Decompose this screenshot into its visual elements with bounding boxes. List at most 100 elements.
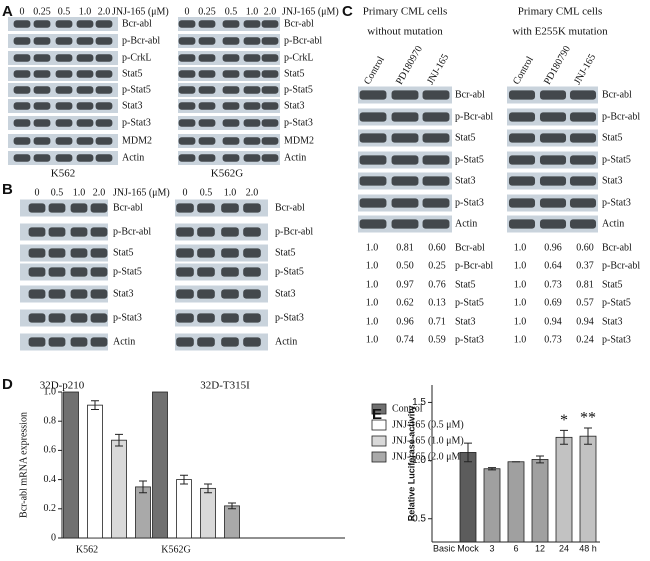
blot-band [508,133,536,143]
blot-band [55,54,73,62]
quant-value: 0.97 [396,279,414,290]
y-tick-label: 0.8 [44,415,57,426]
blot-band [33,154,51,162]
blot-band [261,119,279,127]
blot-band [198,70,216,78]
quant-value: 0.69 [544,297,562,308]
row-label: Actin [275,336,297,347]
quant-value: 1.0 [366,334,379,345]
blot-band [243,267,261,277]
blot-band [76,154,94,162]
blot-band [55,20,73,28]
blot-band [422,112,450,122]
blot-band [243,337,261,347]
blot-band [48,289,66,299]
blot-band [359,155,387,165]
blot-band [178,20,196,28]
blot-band [55,70,73,78]
blot-band [90,267,108,277]
legend-swatch [371,451,387,463]
blot-band [55,137,73,145]
quant-value: 0.96 [396,316,414,327]
blot-band [55,102,73,110]
quant-value: 1.0 [366,279,379,290]
blot-band [13,154,31,162]
row-label: Bcr-abl [275,202,305,213]
blot-band [176,267,194,277]
quant-value: 0.73 [544,334,562,345]
quant-value: 1.0 [514,242,527,253]
legend-swatch [371,403,387,415]
quant-value: 1.0 [514,260,527,271]
row-label: Actin [113,336,135,347]
quant-value: 0.64 [544,260,562,271]
quant-value: 1.0 [366,260,379,271]
quant-value: 0.13 [428,297,446,308]
row-label: p-CrkL [284,52,313,63]
legend-swatch [371,435,387,447]
lane-label: Control [362,54,387,86]
blot-band [178,70,196,78]
blot-band [222,86,240,94]
blot-band [95,20,113,28]
group-title: with E255K mutation [512,26,608,38]
blot-band [243,248,261,258]
blot-band [261,54,279,62]
group-title: without mutation [367,26,443,38]
blot-band [261,70,279,78]
blot-band [76,20,94,28]
quant-value: 0.96 [544,242,562,253]
blot-band [48,313,66,323]
blot-band [539,198,567,208]
row-label: MDM2 [284,135,314,146]
quant-label: Bcr-abl [455,242,485,253]
blot-band [221,227,239,237]
error-bar [584,427,592,445]
quant-value: 0.60 [576,242,594,253]
blot-band [28,313,46,323]
blot-band [391,133,419,143]
error-bar [91,400,99,411]
x-tick-label: 6 [513,543,518,553]
lane-label: 1.0 [79,6,92,17]
legend-swatch [371,419,387,431]
lane-label: 0.25 [198,6,216,17]
blot-band [198,154,216,162]
row-label: p-Bcr-abl [275,226,313,237]
row-label: Stat5 [122,68,143,79]
y-tick-label: 0.2 [44,503,57,514]
blot-band [13,54,31,62]
blot-band [569,155,597,165]
blot-band [33,119,51,127]
quant-label: Stat3 [455,316,476,327]
quant-value: 1.0 [514,334,527,345]
blot-band [198,86,216,94]
quant-value: 1.0 [366,316,379,327]
blot-band [13,86,31,94]
blot-band [221,248,239,258]
blot-band [13,119,31,127]
panel-label: D [2,376,13,393]
y-tick-label: 1.0 [44,386,57,397]
blot-band [243,54,261,62]
legend-label: JNJ-165 (1.0 μM) [392,435,464,446]
row-label: p-Bcr-abl [455,111,493,122]
blot-band [508,155,536,165]
blot-band [391,155,419,165]
y-tick-label: 1.0 [412,455,426,466]
blot-band [48,267,66,277]
blot-band [90,203,108,213]
blot-band [28,337,46,347]
panel-label: B [2,181,13,198]
blot-band [13,37,31,45]
blot-band [569,219,597,229]
blot-band [508,90,536,100]
blot-band [539,90,567,100]
blot-band [48,248,66,258]
blot-band [243,86,261,94]
blot-band [508,219,536,229]
bar [555,436,573,543]
blot-band [243,119,261,127]
blot-band [569,90,597,100]
blot-band [198,54,216,62]
